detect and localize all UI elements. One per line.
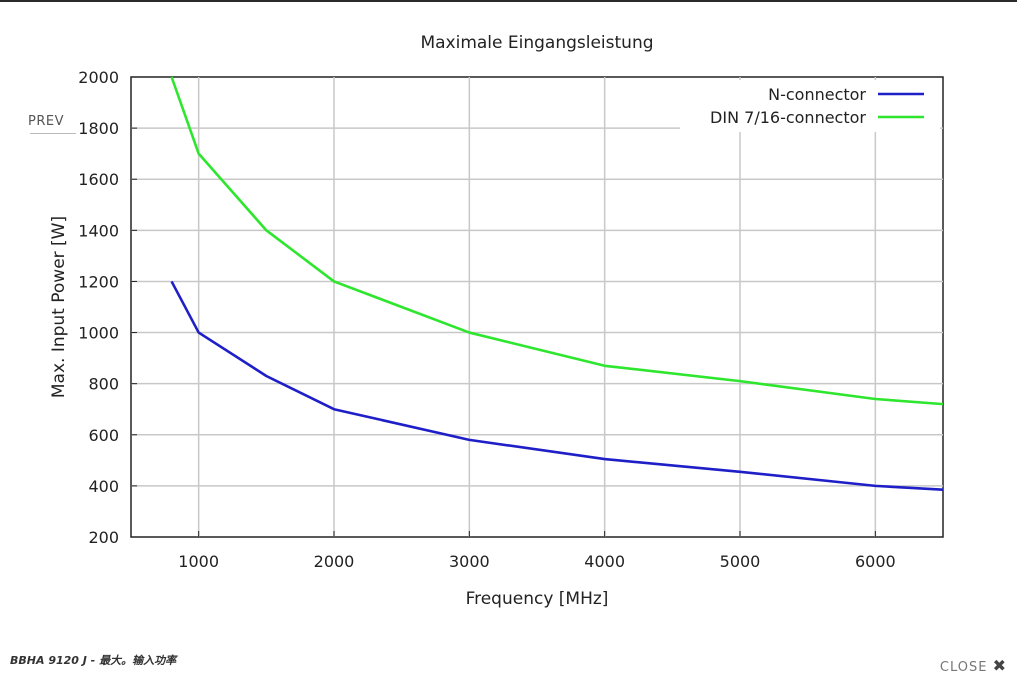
top-border [0, 0, 1017, 2]
y-tick-label: 200 [88, 528, 119, 547]
y-tick-label: 400 [88, 477, 119, 496]
y-tick-label: 1400 [78, 221, 119, 240]
y-axis-label: Max. Input Power [W] [49, 216, 69, 398]
series-line-2 [170, 76, 944, 406]
y-tick-label: 800 [88, 375, 119, 394]
y-tick-label: 1200 [78, 272, 119, 291]
close-button[interactable]: CLOSE ✖ [940, 656, 1007, 675]
y-tick-label: 1000 [78, 324, 119, 343]
y-tick-label: 1800 [78, 119, 119, 138]
series-group [170, 76, 944, 492]
x-tick-label: 4000 [584, 552, 625, 571]
power-chart: Maximale Eingangsleistung 200 400 600 800 10… [49, 33, 944, 609]
close-label: CLOSE [939, 660, 988, 675]
legend: N-connector DIN 7/16-connector [680, 80, 940, 132]
x-tick-label: 3000 [449, 552, 490, 571]
prev-button[interactable]: PREV [28, 114, 64, 129]
x-tick-label: 5000 [720, 552, 761, 571]
legend-label-1: N-connector [768, 85, 866, 104]
y-tick-label: 2000 [78, 68, 119, 87]
prev-underline [30, 133, 76, 134]
x-tick-label: 6000 [855, 552, 896, 571]
close-icon: ✖ [992, 656, 1007, 675]
plot-area [130, 76, 944, 538]
x-ticks: 1000 2000 3000 4000 5000 6000 [178, 531, 896, 571]
image-caption: BBHA 9120 J - 最大。输入功率 [10, 654, 177, 667]
x-axis-label: Frequency [MHz] [466, 589, 609, 609]
x-tick-label: 2000 [314, 552, 355, 571]
x-tick-label: 1000 [178, 552, 219, 571]
y-tick-label: 1600 [78, 170, 119, 189]
y-tick-label: 600 [88, 426, 119, 445]
legend-background [680, 80, 940, 132]
y-ticks: 200 400 600 800 1000 1200 1400 1600 1800 2000 [78, 68, 137, 547]
chart-title: Maximale Eingangsleistung [420, 33, 653, 53]
series-line-1 [170, 280, 944, 492]
legend-label-2: DIN 7/16-connector [710, 108, 866, 127]
